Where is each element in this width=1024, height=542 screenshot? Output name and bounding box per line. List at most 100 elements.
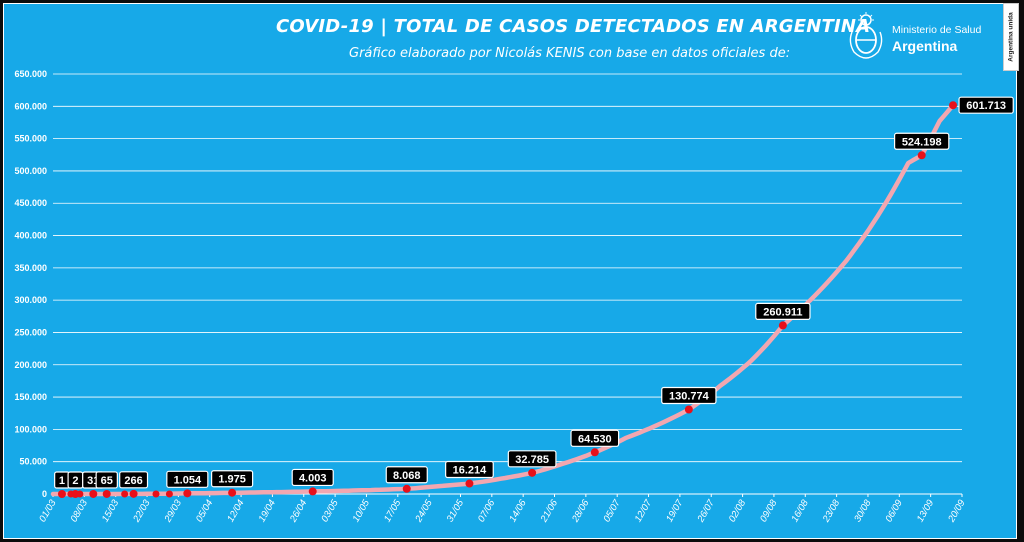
data-label: 2: [72, 475, 78, 487]
x-tick-label: 20/09: [946, 497, 968, 525]
chart-frame: COVID-19 | TOTAL DE CASOS DETECTADOS EN …: [3, 3, 1017, 539]
data-point-marker: [121, 490, 129, 498]
x-tick-label: 23/08: [820, 497, 842, 525]
x-tick-label: 13/09: [915, 497, 937, 524]
x-tick-label: 02/08: [727, 497, 749, 524]
x-tick-label: 07/06: [476, 497, 498, 524]
data-label: 1.975: [218, 474, 246, 486]
y-tick-label: 650.000: [14, 69, 47, 79]
data-label-box: [570, 429, 620, 447]
y-tick-label: 550.000: [14, 134, 47, 144]
y-tick-label: 150.000: [14, 392, 47, 402]
data-label: 32.785: [515, 454, 549, 466]
data-point-marker: [129, 489, 138, 498]
y-tick-label: 450.000: [14, 198, 47, 208]
x-tick-label: 31/05: [445, 497, 467, 524]
data-label-box: [893, 132, 950, 150]
x-tick-label: 16/08: [789, 497, 811, 524]
data-label: 64.530: [578, 433, 612, 445]
data-point-marker: [71, 489, 80, 498]
data-label-box: [166, 470, 209, 488]
y-tick-label: 50.000: [19, 457, 47, 467]
data-point-marker: [684, 405, 693, 414]
x-tick-label: 26/04: [287, 498, 309, 525]
data-label-box: [445, 460, 494, 479]
logo-ministerio-text: Ministerio de Salud: [892, 24, 982, 36]
x-tick-label: 17/05: [382, 497, 404, 524]
x-tick-label: 26/07: [695, 497, 717, 525]
series-line: [50, 102, 956, 497]
data-point-marker: [778, 321, 787, 330]
data-label: 16.214: [453, 465, 488, 477]
x-tick-label: 10/05: [351, 497, 373, 524]
x-tick-label: 12/07: [633, 497, 655, 524]
chart-subtitle: Gráfico elaborado por Nicolás KENIS con …: [349, 46, 791, 61]
data-point-marker: [917, 151, 926, 160]
data-label: 524.198: [902, 136, 942, 148]
y-tick-label: 100.000: [14, 424, 47, 434]
data-label-box: [119, 471, 149, 489]
data-label-box: [385, 466, 428, 484]
argentina-unida-tag: Argentina unida: [1003, 3, 1019, 71]
x-tick-label: 12/04: [225, 498, 246, 524]
data-point-marker: [183, 489, 192, 498]
ministerio-logo: Ministerio de Salud Argentina: [846, 12, 986, 64]
data-label-box: [507, 450, 557, 468]
y-tick-label: 350.000: [14, 263, 47, 273]
data-point-marker: [228, 488, 237, 497]
cases-line-chart: 0 50.000 100.000 150.000 200.000 250.000 300.0…: [14, 69, 1014, 525]
data-point-marker: [165, 490, 173, 498]
y-tick-label: 600.000: [14, 101, 47, 111]
data-point-marker: [57, 489, 66, 498]
data-point-marker: [402, 484, 411, 493]
x-tick-label: 29/03: [162, 497, 184, 525]
x-tick-label: 05/07: [601, 497, 623, 524]
data-label: 130.774: [669, 390, 710, 402]
x-tick-label: 21/06: [538, 497, 560, 525]
data-point-marker: [308, 487, 317, 496]
data-label-box: [661, 386, 717, 405]
data-label: 266: [124, 475, 142, 487]
data-point-marker: [102, 489, 111, 498]
data-label: 1.054: [174, 474, 202, 486]
x-tick-label: 28/06: [570, 497, 592, 525]
data-point-marker: [528, 468, 537, 477]
chart-title: COVID-19 | TOTAL DE CASOS DETECTADOS EN …: [276, 16, 871, 37]
x-tick-label: 15/03: [100, 497, 122, 524]
data-label-box: [291, 468, 334, 487]
data-label-box: [211, 470, 254, 488]
data-point-marker: [89, 489, 98, 498]
data-label: 65: [101, 475, 113, 487]
data-point-marker: [949, 101, 958, 110]
x-tick-label: 09/08: [758, 497, 780, 524]
x-tick-label: 08/03: [69, 497, 91, 524]
y-tick-label: 0: [42, 489, 47, 499]
x-tick-label: 14/06: [507, 497, 529, 524]
x-tick-label: 03/05: [319, 497, 341, 524]
argentina-coat-of-arms-icon: [849, 12, 883, 59]
y-tick-label: 500.000: [14, 166, 47, 176]
data-label: 601.713: [966, 100, 1006, 112]
data-point-marker: [590, 448, 599, 457]
y-tick-label: 300.000: [14, 295, 47, 305]
data-label: 260.911: [763, 306, 802, 318]
x-tick-label: 05/04: [194, 498, 215, 524]
x-tick-label: 22/03: [131, 497, 153, 525]
argentina-unida-text: Argentina unida: [1007, 12, 1015, 62]
x-tick-label: 01/03: [37, 497, 59, 524]
data-point-marker: [465, 479, 474, 488]
data-point-marker: [152, 490, 160, 498]
x-tick-label: 30/08: [852, 497, 874, 524]
data-label-box: [95, 471, 118, 489]
data-label-box: [755, 302, 811, 321]
x-tick-label: 24/05: [413, 497, 435, 525]
logo-argentina-text: Argentina: [892, 38, 958, 54]
data-label: 4.003: [299, 472, 327, 484]
y-tick-label: 400.000: [14, 231, 47, 241]
data-label: 8.068: [393, 470, 421, 482]
data-label: 1: [59, 475, 65, 487]
y-tick-label: 250.000: [14, 327, 47, 337]
y-tick-label: 200.000: [14, 360, 47, 370]
x-tick-label: 19/07: [664, 497, 686, 524]
data-label-box: [958, 96, 1014, 114]
